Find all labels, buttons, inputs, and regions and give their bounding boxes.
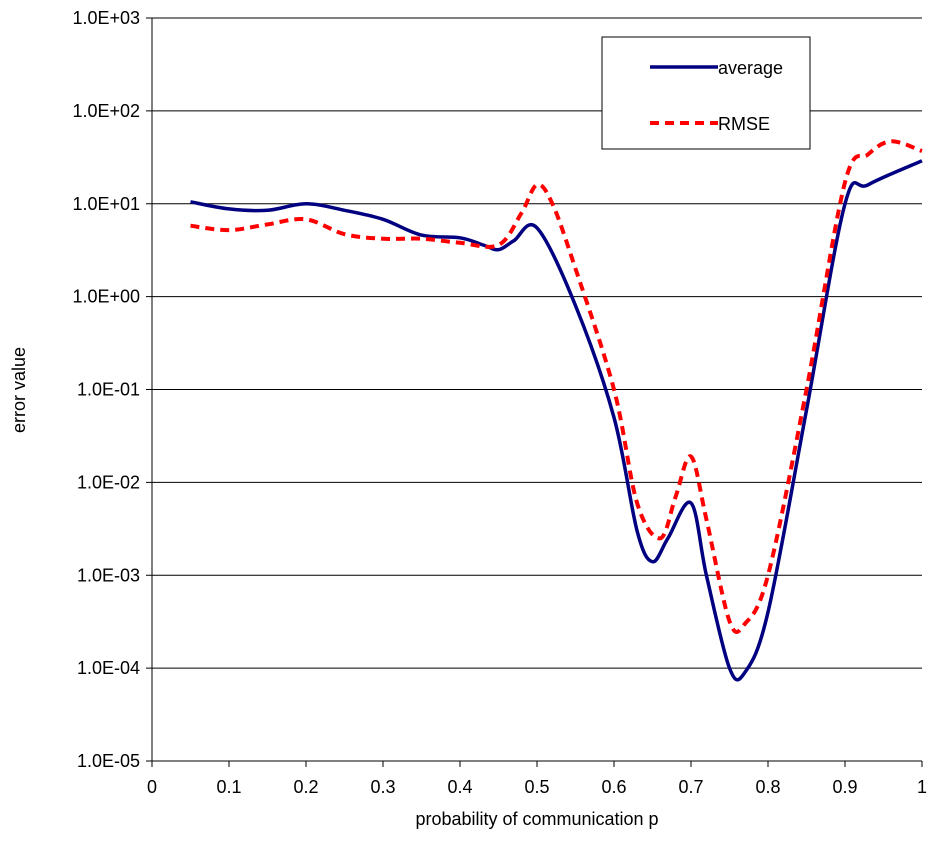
y-tick-label: 1.0E+01 — [72, 194, 140, 214]
y-tick-label: 1.0E+02 — [72, 101, 140, 121]
y-tick-label: 1.0E-01 — [77, 380, 140, 400]
y-tick-label: 1.0E-04 — [77, 658, 140, 678]
x-tick-label: 0.9 — [832, 777, 857, 797]
y-tick-label: 1.0E-05 — [77, 751, 140, 771]
x-tick-labels: 0 0.1 0.2 0.3 0.4 0.5 0.6 0.7 0.8 0.9 1 — [147, 777, 927, 797]
x-tick-label: 0.3 — [370, 777, 395, 797]
x-tick-label: 0.7 — [678, 777, 703, 797]
legend-label-rmse: RMSE — [718, 114, 770, 134]
y-tick-label: 1.0E-02 — [77, 472, 140, 492]
series-average-line — [190, 159, 923, 682]
x-tick-label: 0.5 — [524, 777, 549, 797]
x-tick-label: 0.4 — [447, 777, 472, 797]
series-rmse-line — [190, 139, 923, 634]
y-tick-label: 1.0E+00 — [72, 287, 140, 307]
x-tick-label: 1 — [917, 777, 927, 797]
x-tick-label: 0.6 — [601, 777, 626, 797]
x-tick-label: 0.8 — [755, 777, 780, 797]
y-tick-label: 1.0E+03 — [72, 8, 140, 28]
legend-label-average: average — [718, 58, 783, 78]
y-tick-labels: 1.0E-05 1.0E-04 1.0E-03 1.0E-02 1.0E-01 1.0E+… — [72, 8, 140, 771]
axes — [146, 17, 923, 767]
x-axis-title: probability of communication p — [415, 809, 658, 829]
x-tick-label: 0.2 — [293, 777, 318, 797]
x-tick-label: 0.1 — [216, 777, 241, 797]
legend: average RMSE — [601, 36, 811, 150]
legend-box — [601, 36, 811, 150]
y-tick-label: 1.0E-03 — [77, 565, 140, 585]
y-axis-title: error value — [9, 347, 29, 433]
x-tick-label: 0 — [147, 777, 157, 797]
series-layer — [190, 139, 923, 682]
